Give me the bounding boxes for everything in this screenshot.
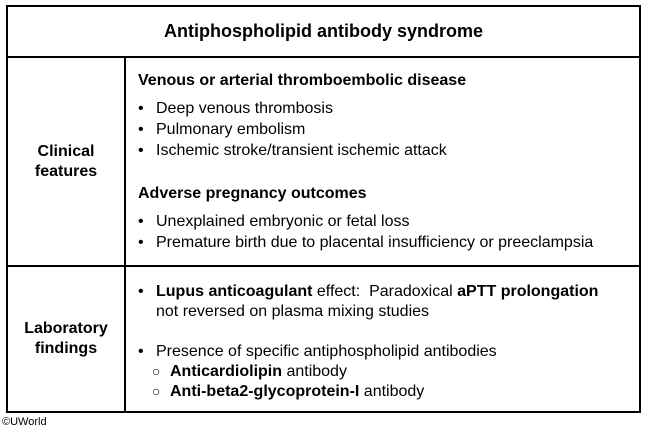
laboratory-findings-row: Laboratory findings • Lupus anticoagulant… [8, 267, 639, 411]
copyright-notice: ©UWorld [2, 416, 47, 428]
list-item: • Lupus anticoagulant effect: Paradoxical… [138, 283, 599, 300]
clinical-features-row: Clinical features Venous or arterial thr… [8, 58, 639, 267]
list-item: • Premature birth due to placental insuff… [138, 234, 594, 251]
circle-bullet-icon: ○ [152, 363, 161, 379]
lab-label-line1: Laboratory [24, 320, 108, 337]
table-title: Antiphospholipid antibody syndrome [8, 7, 639, 58]
bullet-icon: • [138, 121, 144, 138]
list-item: • Unexplained embryonic or fetal loss [138, 213, 410, 230]
clinical-features-label: Clinical features [8, 58, 126, 265]
laboratory-findings-label: Laboratory findings [8, 267, 126, 411]
laboratory-findings-content: • Lupus anticoagulant effect: Paradoxical… [126, 267, 639, 411]
pregnancy-heading: Adverse pregnancy outcomes [138, 185, 367, 202]
bullet-icon: • [138, 100, 144, 117]
lab-label-line2: findings [34, 340, 98, 357]
bullet-icon: • [138, 343, 144, 360]
clinical-label-line2: features [34, 162, 98, 180]
syndrome-table: Antiphospholipid antibody syndrome Clini… [6, 5, 641, 413]
bullet-icon: • [138, 142, 144, 159]
bullet-icon: • [138, 283, 144, 300]
circle-bullet-icon: ○ [152, 383, 161, 399]
list-item: • Deep venous thrombosis [138, 100, 333, 117]
sub-list-item: ○ Anti-beta2-glycoprotein-I antibody [152, 383, 425, 400]
clinical-label-line1: Clinical [37, 142, 95, 160]
bullet-icon: • [138, 213, 144, 230]
thromboembolic-heading: Venous or arterial thromboembolic diseas… [138, 72, 467, 89]
list-item: • Pulmonary embolism [138, 121, 306, 138]
bullet-icon: • [138, 234, 144, 251]
lupus-continuation: not reversed on plasma mixing studies [156, 303, 430, 320]
list-item: • Presence of specific antiphospholipid a… [138, 343, 497, 360]
sub-list-item: ○ Anticardiolipin antibody [152, 363, 347, 380]
list-item: • Ischemic stroke/transient ischemic atta… [138, 142, 447, 159]
clinical-features-content: Venous or arterial thromboembolic diseas… [126, 58, 639, 265]
